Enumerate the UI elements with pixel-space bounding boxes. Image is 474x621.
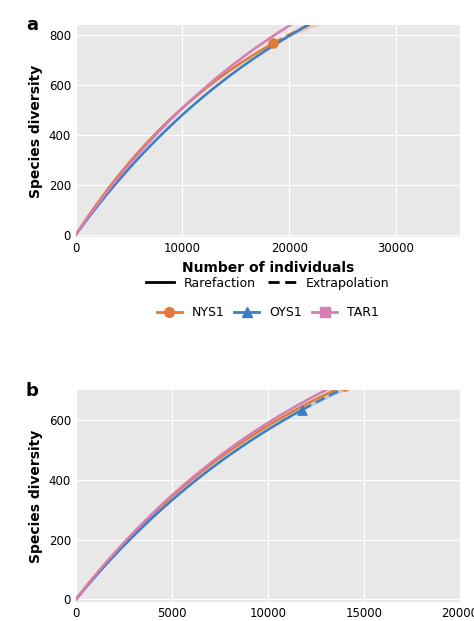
Legend: NYS1, OYS1, TAR1: NYS1, OYS1, TAR1 xyxy=(152,301,384,324)
X-axis label: Number of individuals: Number of individuals xyxy=(182,261,354,274)
Text: b: b xyxy=(26,381,39,399)
Y-axis label: Species diversity: Species diversity xyxy=(29,65,43,197)
Y-axis label: Species diversity: Species diversity xyxy=(29,430,43,563)
Text: a: a xyxy=(26,16,38,34)
